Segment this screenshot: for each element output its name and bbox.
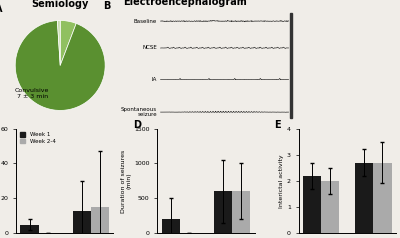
Bar: [20, 224, 39, 233]
Text: Spontaneous
seizure: Spontaneous seizure: [121, 107, 157, 118]
Text: B: B: [103, 1, 110, 11]
Bar: [290, 13, 292, 118]
Title: Semiology: Semiology: [32, 0, 89, 9]
Text: Electroencephalogram: Electroencephalogram: [124, 0, 247, 7]
Text: NCSE: NCSE: [142, 45, 157, 50]
Wedge shape: [60, 20, 76, 65]
Bar: [303, 176, 321, 233]
Wedge shape: [57, 20, 60, 65]
Y-axis label: Interictal activity: Interictal activity: [279, 154, 284, 208]
Bar: [321, 181, 340, 233]
Bar: [162, 219, 180, 233]
Text: A: A: [0, 4, 2, 14]
Bar: [72, 211, 91, 233]
Y-axis label: Duration of seizures
(min): Duration of seizures (min): [120, 149, 131, 213]
Wedge shape: [15, 20, 105, 110]
Bar: [214, 191, 232, 233]
Text: Non-convulsive
113 ± 3 min: Non-convulsive 113 ± 3 min: [19, 133, 68, 144]
Text: Convulsive
7 ± 3 min: Convulsive 7 ± 3 min: [15, 88, 49, 99]
Text: Baseline: Baseline: [134, 19, 157, 24]
Text: IA: IA: [152, 77, 157, 82]
Bar: [373, 163, 392, 233]
Legend: Week 1, Week 2-4: Week 1, Week 2-4: [19, 131, 57, 145]
Text: D: D: [133, 120, 141, 130]
Bar: [91, 207, 109, 233]
Bar: [232, 191, 250, 233]
Bar: [355, 163, 373, 233]
Text: E: E: [274, 120, 281, 130]
